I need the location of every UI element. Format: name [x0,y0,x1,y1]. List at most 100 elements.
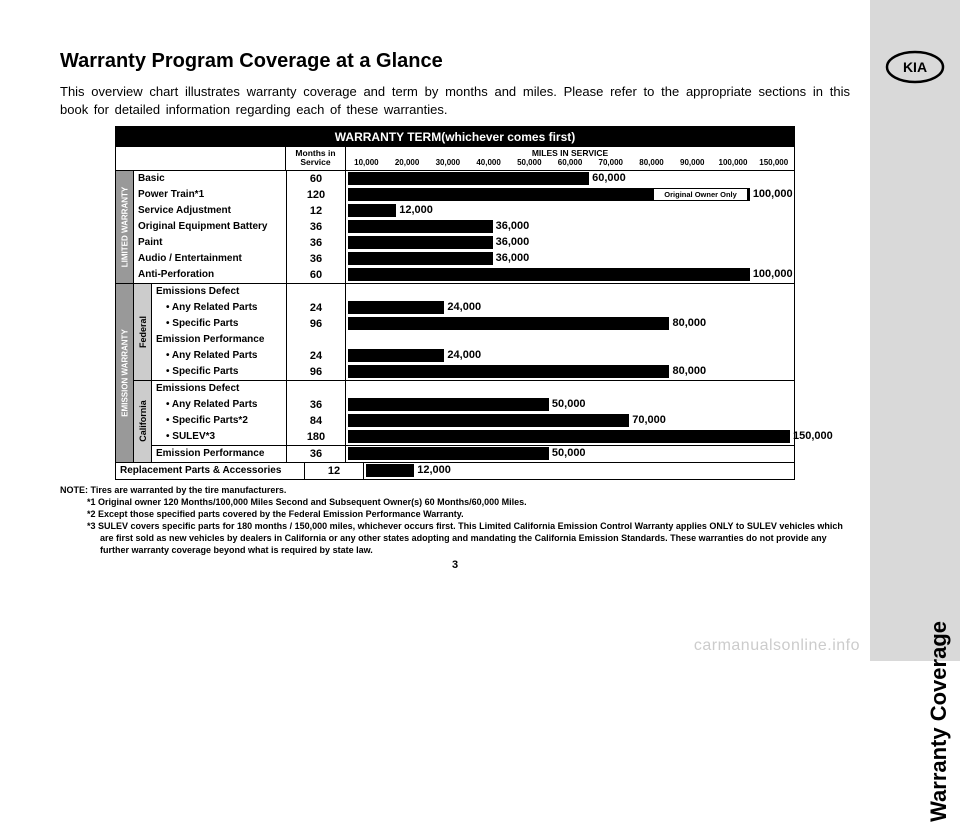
row-months [286,381,346,397]
row-months: 36 [286,446,346,462]
row-label: • Any Related Parts [152,302,286,313]
mile-tick: 60,000 [550,158,591,167]
table-row: Power Train*1120100,000Original Owner On… [134,187,794,203]
table-row: • Any Related Parts3650,000 [152,397,794,413]
bar-value: 24,000 [444,349,481,362]
row-months: 96 [286,364,346,380]
bar-value: 24,000 [444,301,481,314]
row-bar-cell: 60,000 [346,171,794,187]
coverage-bar: 24,000 [348,301,444,314]
bar-inset-label: Original Owner Only [654,189,747,200]
row-label: Power Train*1 [134,189,286,200]
mile-tick: 20,000 [387,158,428,167]
table-row: Emission Performance [152,332,794,348]
coverage-bar: 12,000 [348,204,396,217]
note-line: NOTE: Tires are warranted by the tire ma… [60,484,850,496]
row-bar-cell: 12,000 [346,203,794,219]
bar-value: 80,000 [669,317,706,330]
row-bar-cell: 100,000Original Owner Only [346,187,794,203]
mile-tick: 150,000 [753,158,794,167]
bar-value: 12,000 [396,204,433,217]
coverage-bar: 36,000 [348,252,493,265]
row-bar-cell: 36,000 [346,219,794,235]
note-line: *3 SULEV covers specific parts for 180 m… [60,520,850,556]
table-row: Audio / Entertainment3636,000 [134,251,794,267]
bar-value: 36,000 [493,220,530,233]
bar-value: 36,000 [493,236,530,249]
mile-tick: 40,000 [468,158,509,167]
row-months: 36 [286,251,346,267]
row-bar-cell: 70,000 [346,413,794,429]
row-months: 36 [286,235,346,251]
table-row: Basic6060,000 [134,171,794,187]
table-row: • Any Related Parts24 24,000 [152,348,794,364]
page-title: Warranty Program Coverage at a Glance [60,50,850,73]
row-label: Audio / Entertainment [134,253,286,264]
row-months: 24 [286,300,346,316]
chart-subheader: Months inService MILES IN SERVICE 10,000… [116,147,794,171]
coverage-bar: 36,000 [348,220,493,233]
bar-value: 100,000 [750,188,793,201]
row-bar-cell: 24,000 [346,348,794,364]
federal-subsection: Federal Emissions Defect• Any Related Pa… [134,284,794,381]
page-content: Warranty Program Coverage at a Glance Th… [60,50,850,571]
row-label: Basic [134,173,286,184]
table-row: Emissions Defect [152,381,794,397]
bar-value: 36,000 [493,252,530,265]
note-line: *2 Except those specified parts covered … [60,508,850,520]
coverage-bar: 50,000 [348,398,549,411]
row-bar-cell [346,381,794,397]
california-subsection: California Emissions Defect • Any Related… [134,381,794,462]
row-bar-cell [346,332,794,348]
emission-warranty-label: EMISSION WARRANTY [116,284,134,462]
coverage-bar: 12,000 [366,464,414,477]
mile-tick: 70,000 [590,158,631,167]
row-months: 84 [286,413,346,429]
table-row: • SULEV*3180150,000 [152,429,794,445]
table-row: • Specific Parts9680,000 [152,316,794,332]
months-header: Months inService [286,147,346,170]
table-row: Emission Performance3650,000 [152,446,794,462]
row-bar-cell [346,284,794,300]
row-label: • Any Related Parts [152,399,286,410]
limited-warranty-label: LIMITED WARRANTY [116,171,134,283]
watermark: carmanualsonline.info [694,637,860,655]
federal-label: Federal [134,284,152,380]
row-bar-cell: 36,000 [346,251,794,267]
warranty-chart: WARRANTY TERM(whichever comes first) Mon… [115,126,795,480]
table-row: Service Adjustment1212,000 [134,203,794,219]
mile-tick: 30,000 [427,158,468,167]
row-months [286,284,346,300]
row-label: Emission Performance [152,448,286,459]
bar-value: 80,000 [669,365,706,378]
row-months: 24 [286,348,346,364]
replacement-months: 12 [304,463,364,479]
mile-tick: 90,000 [672,158,713,167]
row-label: Emissions Defect [152,383,286,394]
mile-tick: 10,000 [346,158,387,167]
page-number: 3 [60,559,850,571]
miles-header: MILES IN SERVICE 10,00020,00030,00040,00… [346,147,794,170]
row-months: 120 [286,187,346,203]
row-bar-cell: 50,000 [346,446,794,462]
table-row: Paint36 36,000 [134,235,794,251]
intro-text: This overview chart illustrates warranty… [60,83,850,118]
row-bar-cell: 36,000 [346,235,794,251]
coverage-bar: 60,000 [348,172,589,185]
row-label: • Any Related Parts [152,350,286,361]
row-months [286,332,346,348]
row-label: • Specific Parts [152,318,286,329]
mile-tick: 80,000 [631,158,672,167]
emission-warranty-section: EMISSION WARRANTY Federal Emissions Defe… [116,284,794,463]
table-row: Anti-Perforation60100,000 [134,267,794,283]
bar-value: 60,000 [589,172,626,185]
bar-value: 150,000 [790,430,833,443]
row-label: Paint [134,237,286,248]
row-label: • Specific Parts [152,366,286,377]
row-bar-cell: 24,000 [346,300,794,316]
row-bar-cell: 100,000 [346,267,794,283]
california-label: California [134,381,152,462]
notes: NOTE: Tires are warranted by the tire ma… [60,484,850,557]
row-label: • Specific Parts*2 [152,415,286,426]
bar-value: 12,000 [414,464,451,477]
